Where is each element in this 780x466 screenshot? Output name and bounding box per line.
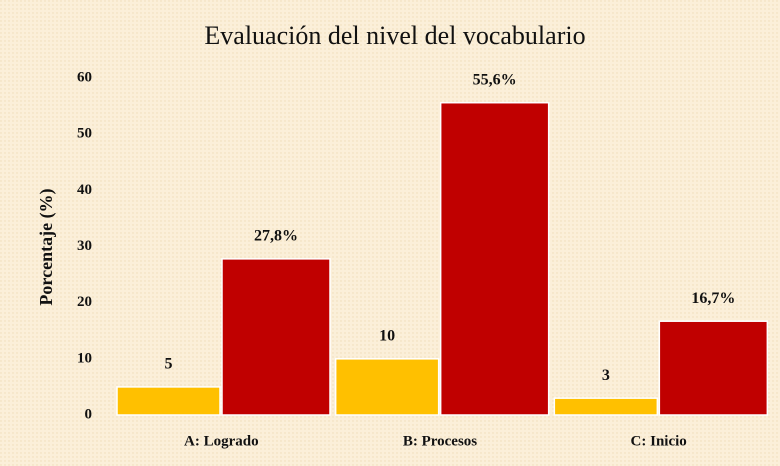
x-tick-label: C: Inicio (631, 433, 687, 449)
data-label: 55,6% (473, 71, 517, 88)
y-tick-label: 50 (77, 126, 92, 142)
data-label: 16,7% (691, 290, 735, 307)
data-label: 10 (379, 328, 395, 345)
bar (221, 258, 331, 416)
y-tick-label: 0 (85, 406, 93, 422)
x-tick-label: A: Logrado (184, 433, 259, 449)
y-tick-label: 40 (77, 182, 92, 198)
y-axis-label: Porcentaje (%) (36, 188, 57, 305)
chart-title: Evaluación del nivel del vocabulario (204, 21, 585, 50)
bar (116, 386, 221, 416)
y-tick-label: 20 (77, 294, 92, 310)
y-tick-label: 10 (77, 350, 92, 366)
bar (553, 397, 659, 416)
data-label: 3 (602, 367, 610, 384)
y-tick-label: 30 (77, 238, 92, 254)
bar (439, 101, 550, 416)
bar (334, 358, 440, 416)
bar (658, 320, 769, 416)
data-label: 5 (165, 356, 173, 373)
data-label: 27,8% (254, 228, 298, 245)
y-tick-label: 60 (77, 69, 92, 85)
x-tick-label: B: Procesos (403, 433, 477, 449)
